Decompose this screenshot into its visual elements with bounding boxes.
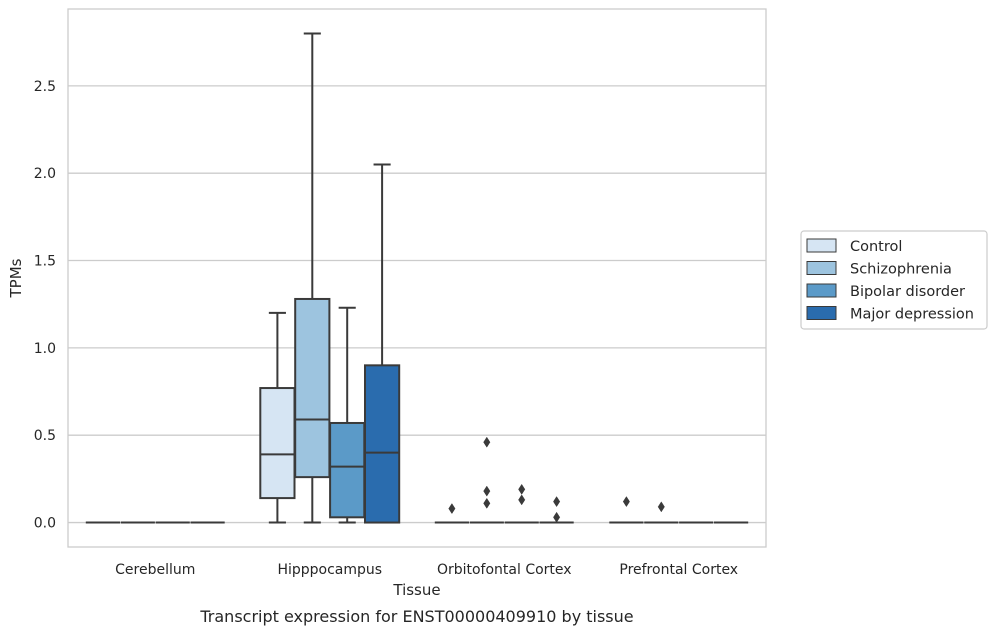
x-tick-label: Cerebellum: [115, 562, 195, 578]
box-iqr: [259, 387, 296, 500]
box-schizophrenia: [294, 32, 331, 524]
y-tick-label: 2.0: [34, 166, 56, 182]
box-iqr: [294, 297, 331, 479]
legend-frame: [800, 230, 988, 330]
box-groups: [85, 32, 749, 524]
legend-swatch: [806, 283, 837, 298]
outlier-point: [553, 511, 561, 523]
plot-area-frame: [67, 8, 767, 548]
legend: Control Schizophrenia Bipolar disorder Majo…: [800, 230, 988, 330]
legend-swatch: [806, 306, 837, 320]
outlier-point: [483, 436, 491, 448]
gridlines: [68, 85, 766, 524]
x-tick-label: Orbitofontal Cortex: [437, 562, 572, 578]
y-axis-label: TPMs: [7, 258, 25, 298]
box-control: [259, 311, 296, 524]
outlier-point: [657, 501, 665, 513]
box-schizophrenia: [644, 501, 679, 524]
y-tick-label: 1.0: [34, 341, 56, 357]
box-iqr: [329, 421, 366, 519]
box-major-depression: [363, 163, 401, 524]
outlier-point: [518, 483, 526, 495]
box-control: [434, 503, 470, 524]
outlier-point: [518, 494, 526, 506]
x-tick-label: Hipppocampus: [277, 562, 382, 578]
legend-swatch: [806, 238, 837, 253]
outlier-point: [483, 485, 491, 497]
box-bipolar-disorder: [504, 483, 539, 524]
x-tick-label: Prefrontal Cortex: [619, 562, 738, 578]
legend-label: Schizophrenia: [850, 262, 952, 278]
outlier-point: [448, 503, 456, 515]
y-tick-label: 0.0: [34, 516, 56, 532]
chart-caption: Transcript expression for ENST0000040991…: [199, 607, 633, 626]
y-axis-ticks: 0.0 0.5 1.0 1.5 2.0 2.5: [34, 79, 56, 532]
legend-label: Control: [850, 239, 902, 255]
y-tick-label: 0.5: [34, 428, 56, 444]
legend-label: Major depression: [850, 307, 974, 323]
box-major-depression: [539, 496, 574, 524]
outlier-point: [553, 496, 561, 508]
legend-swatch: [806, 261, 837, 275]
x-axis-label: Tissue: [392, 581, 440, 599]
legend-label: Bipolar disorder: [850, 284, 965, 300]
box-bipolar-disorder: [329, 306, 366, 524]
y-tick-label: 1.5: [34, 254, 56, 270]
box-control: [609, 496, 644, 524]
outlier-point: [483, 497, 491, 509]
x-axis-ticks: Cerebellum Hipppocampus Orbitofontal Corte…: [115, 562, 738, 578]
y-tick-label: 2.5: [34, 79, 56, 95]
box-iqr: [363, 364, 401, 524]
box-schizophrenia: [469, 436, 504, 524]
outlier-point: [622, 496, 630, 508]
